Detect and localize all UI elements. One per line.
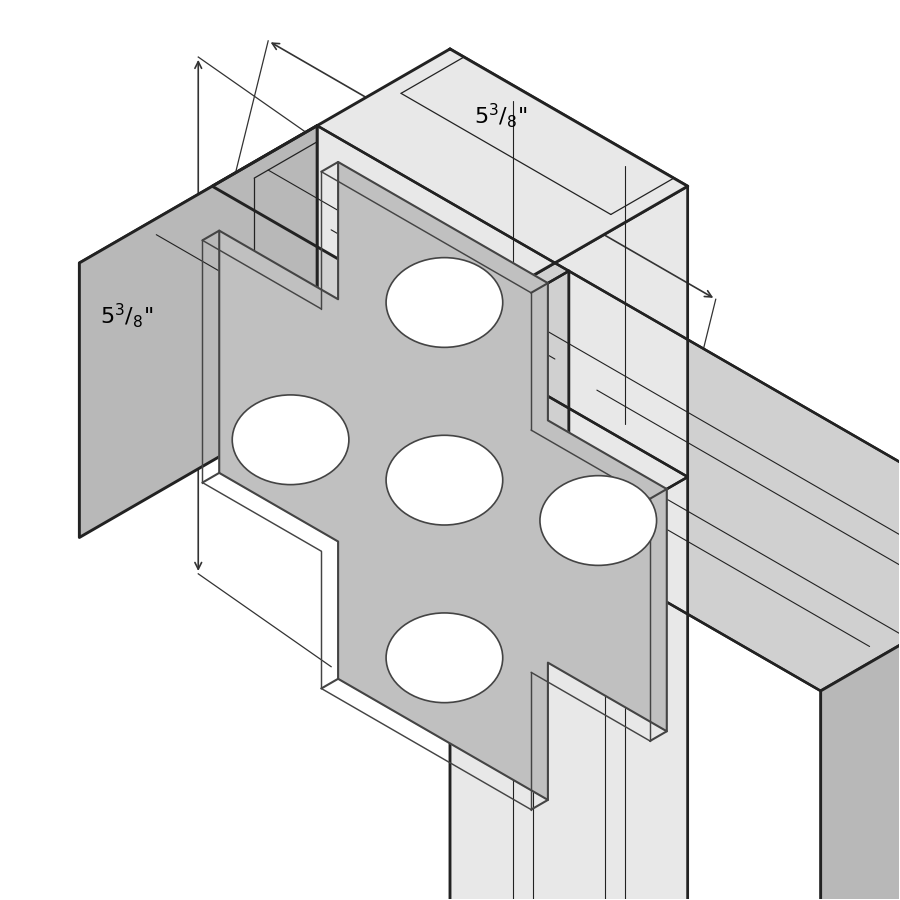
Polygon shape <box>212 49 688 323</box>
Ellipse shape <box>232 395 349 484</box>
Polygon shape <box>450 186 688 614</box>
Ellipse shape <box>386 436 503 525</box>
Polygon shape <box>220 162 667 800</box>
Ellipse shape <box>386 613 503 703</box>
Polygon shape <box>450 49 688 477</box>
Ellipse shape <box>386 257 503 347</box>
Text: $5\mathregular{^{3}/_{8}}$": $5\mathregular{^{3}/_{8}}$" <box>100 301 153 329</box>
Polygon shape <box>317 126 569 545</box>
Text: $5\mathregular{^{3}/_{8}}$": $5\mathregular{^{3}/_{8}}$" <box>474 101 527 130</box>
Ellipse shape <box>540 476 657 565</box>
Polygon shape <box>450 339 688 900</box>
Polygon shape <box>79 126 569 409</box>
Polygon shape <box>450 477 688 900</box>
Polygon shape <box>821 554 900 900</box>
Polygon shape <box>569 271 900 828</box>
Polygon shape <box>331 271 900 691</box>
Polygon shape <box>79 126 317 537</box>
